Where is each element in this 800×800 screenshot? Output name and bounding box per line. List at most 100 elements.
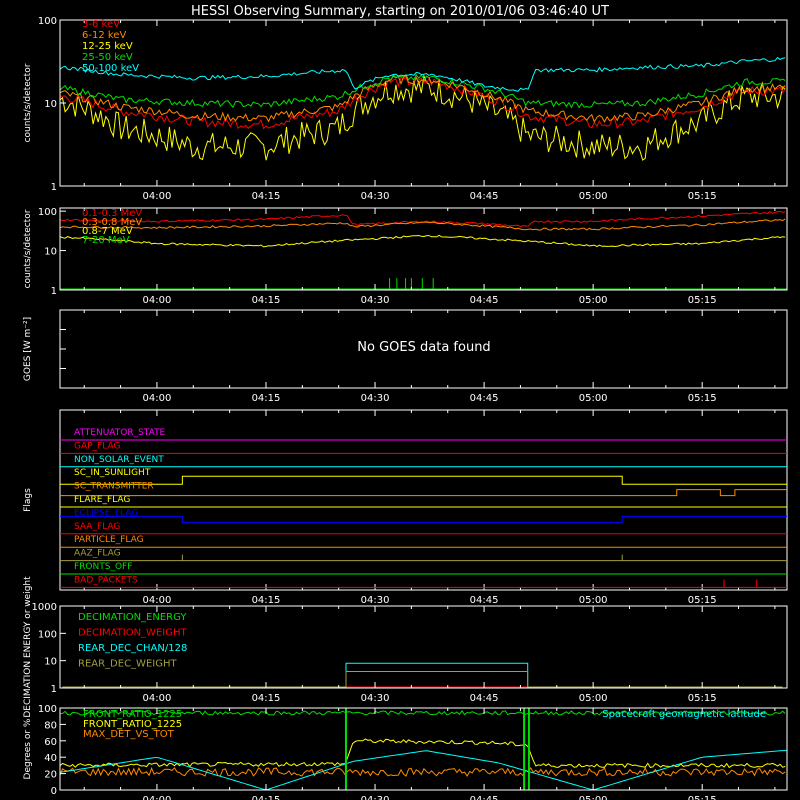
legend-entry: 0.8-7 MeV <box>82 226 133 237</box>
flag-label: SC_IN_SUNLIGHT <box>74 468 151 478</box>
panel-goes: 04:00 04:15 04:30 04:45 05:00 05:15 GOES [W m⁻… <box>23 309 788 404</box>
legend-entry: 0.1-0.3 MeV <box>82 208 142 219</box>
legend-entry: 3-6 keV <box>82 19 120 30</box>
series-line <box>59 234 786 248</box>
x-tick-label: 05:00 <box>579 795 608 800</box>
x-tick-label: 05:00 <box>579 693 608 704</box>
x-tick-label: 04:30 <box>361 191 390 202</box>
legend-entry: 25-50 keV <box>82 52 133 63</box>
y-axis-label: counts/s/detector <box>23 63 33 142</box>
y-tick-label: 1 <box>51 182 57 193</box>
x-tick-label: 05:15 <box>688 295 717 306</box>
y-tick-label: 10 <box>44 99 57 110</box>
no-data-message: No GOES data found <box>357 340 490 355</box>
legend-entry: DECIMATION_ENERGY <box>78 612 187 623</box>
flag-label: SAA_FLAG <box>74 522 120 532</box>
legend-entry: 7-20 MeV <box>82 235 130 246</box>
y-tick-label: 10 <box>44 247 57 258</box>
x-tick-label: 04:45 <box>470 295 499 306</box>
legend-entry: MAX_DET_VS_TOT <box>83 729 175 740</box>
legend-entry: REAR_DEC_WEIGHT <box>78 659 177 670</box>
flag-label: FLARE_FLAG <box>74 495 130 505</box>
x-tick-label: 04:30 <box>361 393 390 404</box>
x-tick-label: 04:30 <box>361 693 390 704</box>
x-tick-label: 05:00 <box>579 191 608 202</box>
flag-label: AAZ_FLAG <box>74 549 121 559</box>
x-tick-label: 05:00 <box>579 595 608 606</box>
y-axis-label: GOES [W m⁻²] <box>23 317 33 381</box>
x-tick-label: 04:15 <box>252 191 281 202</box>
legend-entry: FRONT_RATIO_1225 <box>83 709 182 720</box>
legend-entry: FRONT_RATIO_1225 <box>83 719 182 730</box>
x-tick-label: 04:00 <box>143 693 172 704</box>
flag-label: PARTICLE_FLAG <box>74 535 144 545</box>
legend-entry: DECIMATION_WEIGHT <box>78 628 187 639</box>
series-line <box>59 750 787 791</box>
series-line <box>59 74 786 161</box>
panel-frame <box>59 207 788 291</box>
x-tick-label: 05:15 <box>688 693 717 704</box>
panel-frame <box>59 409 788 591</box>
y-tick-label: 0 <box>51 786 57 797</box>
y-tick-label: 80 <box>44 720 57 731</box>
legend-entry: 0.3-0.8 MeV <box>82 217 142 228</box>
series-line <box>59 766 786 777</box>
x-tick-label: 04:45 <box>470 595 499 606</box>
panel-flags: 04:00 04:15 04:30 04:45 05:00 05:15 Flags ATTEN… <box>23 409 788 606</box>
y-tick-label: 60 <box>44 737 57 748</box>
series-line <box>59 56 786 92</box>
flag-label: ATTENUATOR_STATE <box>74 428 166 438</box>
panel-frame <box>59 707 788 791</box>
x-tick-label: 04:00 <box>143 393 172 404</box>
series-line <box>59 75 786 124</box>
y-axis-label: Flags <box>23 488 33 512</box>
y-axis-label: counts/s/detector <box>23 209 33 288</box>
y-tick-label: 1 <box>51 684 57 695</box>
legend-entry: REAR_DEC_CHAN/128 <box>78 643 187 654</box>
x-tick-label: 05:15 <box>688 595 717 606</box>
legend-entry: 6-12 keV <box>82 30 126 41</box>
panel-energy-rates: 04:00 04:15 04:30 04:45 05:00 05:15 1 10 100 coun… <box>23 16 788 202</box>
x-tick-label: 04:15 <box>252 393 281 404</box>
flag-line <box>60 475 787 485</box>
flag-label: GAP_FLAG <box>74 441 120 451</box>
flag-label: SC_TRANSMITTER <box>74 482 154 492</box>
panel-frame <box>59 605 788 689</box>
plot-panels: 04:00 04:15 04:30 04:45 05:00 05:15110100coun… <box>23 16 788 800</box>
panel-decimation: 04:00 04:15 04:30 04:45 05:00 05:151101001000… <box>23 576 788 718</box>
flag-line <box>60 489 787 497</box>
y-tick-label: 100 <box>38 704 57 715</box>
x-tick-label: 05:00 <box>579 393 608 404</box>
y-tick-label: 100 <box>38 207 57 218</box>
y-tick-label: 100 <box>38 16 57 27</box>
x-tick-label: 04:15 <box>252 595 281 606</box>
series-line <box>62 671 783 688</box>
x-tick-label: 04:30 <box>361 795 390 800</box>
flag-label: NON_SOLAR_EVENT <box>74 455 164 465</box>
legend-entry: 50-100 keV <box>82 63 139 74</box>
y-tick-label: 100 <box>38 629 57 640</box>
chart-title: HESSI Observing Summary, starting on 201… <box>191 4 609 19</box>
x-tick-label: 04:45 <box>470 693 499 704</box>
x-tick-label: 04:30 <box>361 595 390 606</box>
flag-label: FRONTS_OFF <box>74 562 132 572</box>
series-line <box>59 73 786 109</box>
x-tick-label: 04:00 <box>143 795 172 800</box>
series-line <box>59 218 786 231</box>
y-tick-label: 1000 <box>32 602 57 613</box>
x-tick-label: 04:15 <box>252 795 281 800</box>
y-axis-label: DECIMATION ENERGY or weight <box>23 576 33 718</box>
y-tick-label: 20 <box>44 770 57 781</box>
x-tick-label: 04:00 <box>143 295 172 306</box>
y-tick-label: 40 <box>44 753 57 764</box>
x-tick-label: 04:45 <box>470 795 499 800</box>
y-tick-label: 1 <box>51 286 57 297</box>
x-tick-label: 05:00 <box>579 295 608 306</box>
x-tick-label: 04:00 <box>143 595 172 606</box>
legend-entry: 12-25 keV <box>82 41 133 52</box>
flag-line <box>60 515 787 523</box>
x-tick-label: 05:15 <box>688 393 717 404</box>
flag-label: BAD_PACKETS <box>74 575 138 585</box>
